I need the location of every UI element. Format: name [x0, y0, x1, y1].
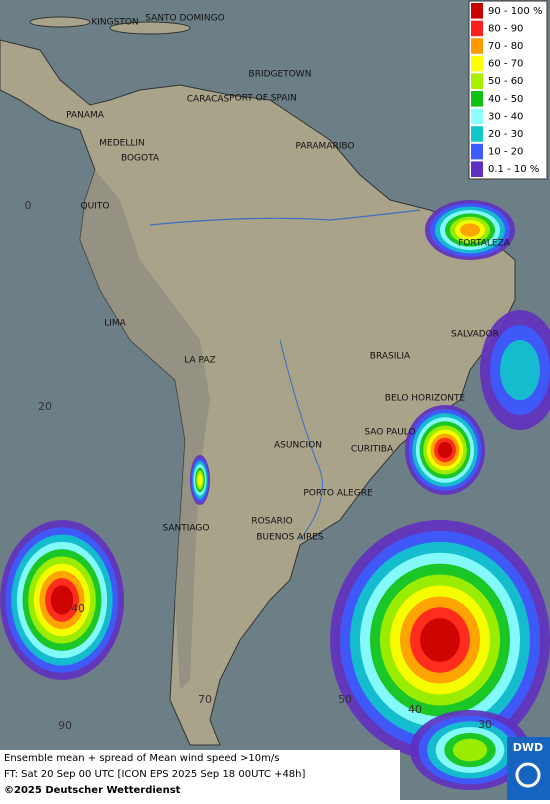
city-label: CURITIBA [351, 445, 394, 455]
city-label: BRASILIA [370, 352, 411, 362]
legend-label: 0.1 - 10 % [488, 164, 539, 175]
city-label: SANTIAGO [163, 524, 210, 534]
city-label: PORT OF SPAIN [229, 94, 297, 104]
legend-swatch [471, 20, 483, 37]
graticule-label: 0 [25, 199, 32, 212]
probability-area [420, 618, 460, 662]
city-label: LA PAZ [184, 356, 215, 366]
city-label: SAO PAULO [364, 428, 415, 438]
city-label: SANTO DOMINGO [145, 14, 224, 24]
land [0, 39, 516, 746]
legend-swatch [471, 91, 483, 107]
island [29, 16, 91, 28]
legend-swatch [471, 143, 483, 160]
city-label: PARAMARIBO [296, 142, 355, 152]
city-label: PORTO ALEGRE [303, 489, 373, 499]
legend-label: 30 - 40 [488, 111, 523, 122]
probability-area [460, 223, 480, 237]
graticule-label: 90 [58, 719, 72, 732]
city-label: BUENOS AIRES [256, 533, 324, 543]
river [279, 339, 323, 541]
graticule-label: 40 [71, 602, 85, 615]
river [149, 209, 421, 226]
andes [80, 170, 210, 690]
legend-label: 10 - 20 [488, 147, 523, 158]
graticule-label: 70 [198, 693, 212, 706]
city-label: MEDELLIN [99, 139, 144, 149]
copyright: ©2025 Deutscher Wetterdienst [4, 785, 181, 796]
city-label: LIMA [104, 319, 126, 329]
graticule-label: 50 [338, 693, 352, 706]
legend-label: 40 - 50 [488, 94, 523, 105]
city-label: ASUNCION [274, 441, 322, 451]
probability-area [197, 473, 203, 487]
legend-label: 60 - 70 [488, 59, 523, 70]
logo-swirl [515, 762, 541, 788]
city-label: SALVADOR [451, 330, 499, 340]
city-label: BOGOTA [121, 154, 160, 164]
logo-text: DWD [513, 741, 543, 754]
legend-swatch [471, 108, 483, 125]
probability-area [437, 441, 453, 459]
probability-area [500, 340, 540, 400]
island [109, 21, 191, 35]
graticule-label: 20 [38, 400, 52, 413]
city-label: FORTALEZA [458, 239, 511, 249]
city-label: QUITO [81, 202, 110, 212]
legend-label: 20 - 30 [488, 129, 523, 140]
probability-area [50, 585, 74, 615]
graticule-label: 30 [478, 718, 492, 731]
caption-box [0, 750, 400, 800]
legend-swatch [471, 3, 483, 19]
city-label: PANAMA [66, 111, 105, 121]
legend-swatch [471, 73, 483, 89]
legend-label: 50 - 60 [488, 76, 523, 87]
legend-label: 80 - 90 [488, 23, 523, 34]
graticule-label: 40 [408, 703, 422, 716]
legend-swatch [471, 161, 483, 177]
probability-area [452, 738, 488, 762]
legend-label: 70 - 80 [488, 41, 523, 52]
legend: 90 - 100 % 80 - 90 70 - 80 60 - 70 50 - 60 40… [468, 0, 548, 180]
probability-fields [0, 200, 550, 790]
caption-line: FT: Sat 20 Sep 00 UTC [ICON EPS 2025 Sep… [4, 769, 306, 780]
city-label: ROSARIO [251, 517, 292, 527]
city-label: CARACAS [187, 95, 230, 105]
legend-swatch [471, 126, 483, 142]
legend-swatch [471, 38, 483, 54]
city-label: BRIDGETOWN [249, 70, 312, 80]
legend-swatch [471, 55, 483, 72]
caption-line: Ensemble mean + spread of Mean wind spee… [4, 753, 279, 764]
city-label: KINGSTON [91, 18, 138, 28]
city-label: BELO HORIZONTE [385, 394, 466, 404]
legend-label: 90 - 100 % [488, 6, 542, 17]
logo-box [507, 737, 550, 800]
